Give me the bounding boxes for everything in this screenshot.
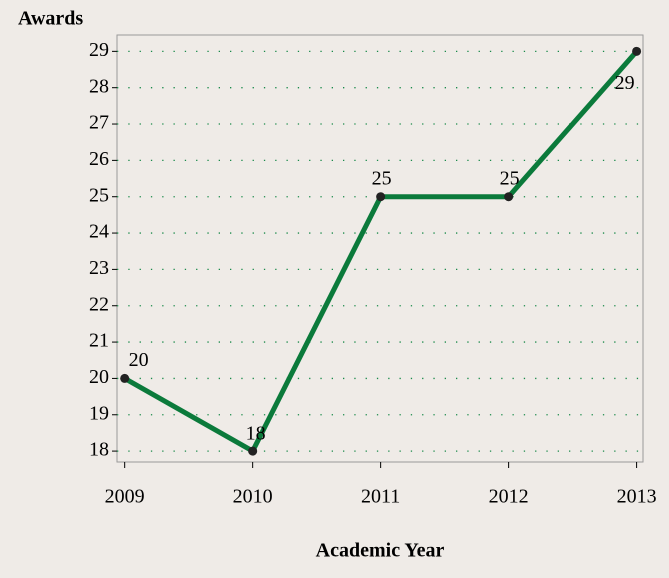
y-tick-label: 26 (89, 148, 109, 170)
x-tick-label: 2010 (233, 486, 273, 508)
y-tick-label: 22 (89, 293, 109, 315)
y-tick-label: 23 (89, 257, 109, 279)
x-tick-label: 2012 (489, 486, 529, 508)
data-label: 18 (246, 423, 266, 445)
data-label: 29 (615, 72, 635, 94)
data-label: 25 (372, 167, 392, 189)
y-tick-label: 20 (89, 366, 109, 388)
x-axis-title: Academic Year (316, 540, 445, 562)
x-tick-label: 2009 (105, 486, 145, 508)
data-point (376, 192, 386, 202)
plot-frame (116, 34, 644, 463)
y-tick-label: 19 (89, 402, 109, 424)
x-tick-label: 2011 (361, 486, 400, 508)
y-tick-label: 24 (89, 221, 109, 243)
data-point (248, 446, 258, 456)
y-tick-label: 21 (89, 330, 109, 352)
data-point (504, 192, 514, 202)
y-tick-label: 29 (89, 39, 109, 61)
data-point (120, 373, 130, 383)
y-axis-title: Awards (18, 8, 83, 30)
x-tick-label: 2013 (617, 486, 657, 508)
y-tick-label: 28 (89, 75, 109, 97)
y-tick-label: 18 (89, 439, 109, 461)
y-tick-label: 25 (89, 184, 109, 206)
y-tick-label: 27 (89, 112, 109, 134)
data-label: 25 (500, 167, 520, 189)
data-point (632, 46, 642, 56)
data-label: 20 (129, 349, 149, 371)
